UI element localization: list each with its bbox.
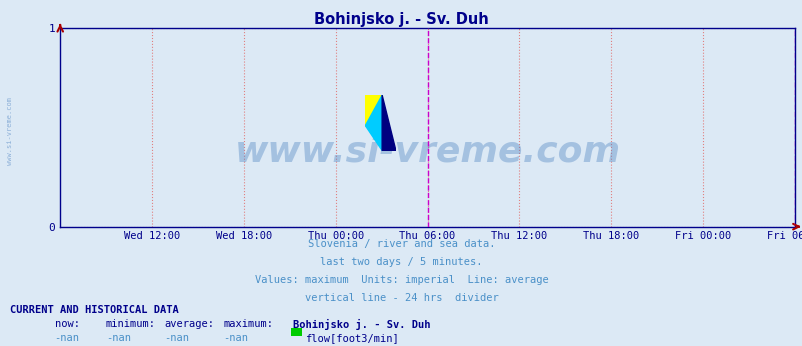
Text: average:: average: (164, 319, 214, 329)
Text: now:: now: (55, 319, 79, 329)
Text: -nan: -nan (106, 333, 131, 343)
Text: last two days / 5 minutes.: last two days / 5 minutes. (320, 257, 482, 267)
Text: -nan: -nan (164, 333, 189, 343)
Text: www.si-vreme.com: www.si-vreme.com (6, 98, 13, 165)
Text: Bohinjsko j. - Sv. Duh: Bohinjsko j. - Sv. Duh (293, 319, 430, 330)
Text: flow[foot3/min]: flow[foot3/min] (305, 333, 399, 343)
Text: -nan: -nan (55, 333, 79, 343)
Text: Slovenia / river and sea data.: Slovenia / river and sea data. (307, 239, 495, 249)
Text: Bohinjsko j. - Sv. Duh: Bohinjsko j. - Sv. Duh (314, 12, 488, 27)
Polygon shape (365, 95, 382, 151)
Text: CURRENT AND HISTORICAL DATA: CURRENT AND HISTORICAL DATA (10, 305, 179, 315)
Polygon shape (365, 95, 382, 126)
Text: Values: maximum  Units: imperial  Line: average: Values: maximum Units: imperial Line: av… (254, 275, 548, 285)
Text: vertical line - 24 hrs  divider: vertical line - 24 hrs divider (304, 293, 498, 303)
Text: www.si-vreme.com: www.si-vreme.com (234, 134, 620, 168)
Polygon shape (382, 95, 395, 151)
Text: maximum:: maximum: (223, 319, 273, 329)
Text: minimum:: minimum: (106, 319, 156, 329)
Text: -nan: -nan (223, 333, 248, 343)
